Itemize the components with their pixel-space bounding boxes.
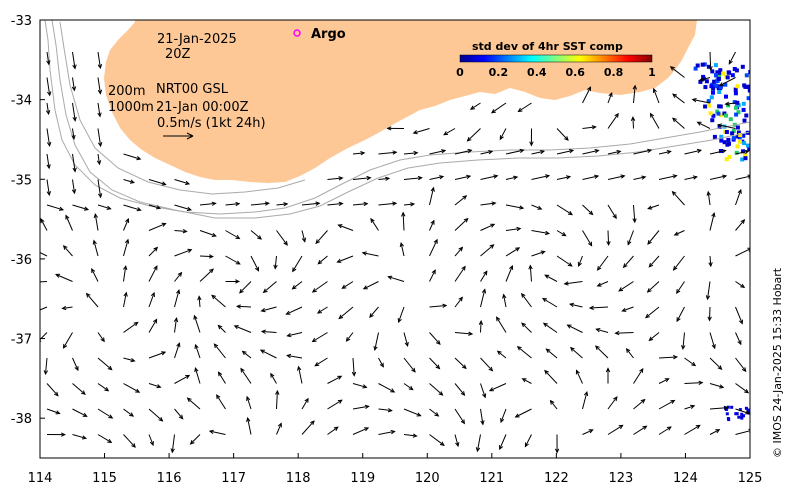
sst-pixel [710,95,714,99]
sst-pixel [743,85,747,89]
colorbar [460,55,652,62]
sst-pixel [745,73,749,77]
lat-tick-label: -36 [11,253,32,268]
lat-tick-label: -35 [11,173,32,188]
sst-pixel [727,142,731,146]
lon-tick-label: 124 [673,471,698,486]
lon-tick-label: 120 [415,471,440,486]
product-time-label: 21-Jan 00:00Z [156,100,249,115]
sst-pixel [724,95,728,99]
sst-pixel [725,130,729,134]
sst-pixel [742,102,746,106]
lon-tick-label: 125 [738,471,763,486]
sst-pixel [714,73,718,77]
sst-pixel [725,157,729,161]
lat-tick-label: -38 [11,412,32,427]
sst-pixel [742,414,745,417]
sst-pixel [696,64,700,68]
sst-pixel [714,63,718,67]
lon-tick-label: 117 [221,471,246,486]
lon-tick-label: 116 [157,471,182,486]
sst-pixel [736,126,740,130]
sst-pixel [729,117,733,121]
sst-pixel [734,91,738,95]
sst-pixel [703,85,707,89]
lat-tick-label: -34 [11,94,32,109]
scale-label: 0.5m/s (1kt 24h) [157,116,266,131]
sst-pixel [727,71,731,75]
sst-pixel [726,138,730,142]
lon-tick-label: 122 [544,471,569,486]
sst-pixel [744,114,748,118]
sst-pixel [737,416,740,419]
sst-pixel [711,91,715,95]
sst-pixel [717,90,721,94]
sst-pixel [717,77,721,81]
colorbar-tick-label: 0 [456,66,464,79]
lon-tick-label: 115 [92,471,117,486]
lon-tick-label: 118 [286,471,311,486]
sst-pixel [736,84,740,88]
sst-pixel [701,63,705,67]
sst-pixel [721,72,725,76]
sst-pixel [717,104,721,108]
colorbar-title: std dev of 4hr SST comp [472,40,623,53]
isobath-200m-label: 200m [108,84,145,99]
product-label: NRT00 GSL [156,82,229,97]
colorbar-tick-label: 0.8 [604,66,624,79]
sst-pixel [741,65,745,69]
lat-tick-label: -33 [11,14,32,29]
sst-pixel [736,144,740,148]
sst-pixel [707,104,711,108]
sst-pixel [727,418,730,421]
lon-tick-label: 114 [28,471,53,486]
sst-pixel [735,68,739,72]
credit-label: © IMOS 24-Jan-2025 15:33 Hobart [771,267,784,458]
sst-pixel [744,156,748,160]
sst-pixel [719,139,723,143]
argo-legend-label: Argo [311,27,346,42]
time-label: 20Z [165,47,191,62]
sst-pixel [742,108,746,112]
sst-pixel [726,412,729,415]
sst-pixel [717,112,721,116]
sst-pixel [726,75,730,79]
sst-pixel [734,113,738,117]
lon-tick-label: 119 [350,471,375,486]
sst-pixel [743,119,747,123]
colorbar-tick-label: 1 [648,66,656,79]
sst-pixel [732,136,736,140]
sst-pixel [745,407,748,410]
sst-pixel [738,140,742,144]
colorbar-tick-label: 0.6 [565,66,585,79]
sst-pixel [711,87,715,91]
lon-tick-label: 121 [479,471,504,486]
sst-pixel [703,105,707,109]
sst-pixel [731,73,735,77]
sst-pixel [713,135,717,139]
sst-pixel [746,144,750,148]
sst-pixel [710,118,714,122]
colorbar-tick-label: 0.4 [527,66,547,79]
lon-tick-label: 123 [608,471,633,486]
sst-pixel [730,406,733,409]
sst-pixel [735,101,739,105]
isobath-1000m-label: 1000m [108,100,154,115]
sst-pixel [730,131,734,135]
lat-tick-label: -37 [11,333,32,348]
sst-pixel [709,111,713,115]
date-label: 21-Jan-2025 [157,32,237,47]
sst-pixel [734,412,737,415]
colorbar-tick-label: 0.2 [489,66,509,79]
sst-pixel [724,114,728,118]
sst-pixel [705,79,709,83]
sst-pixel [742,141,746,145]
